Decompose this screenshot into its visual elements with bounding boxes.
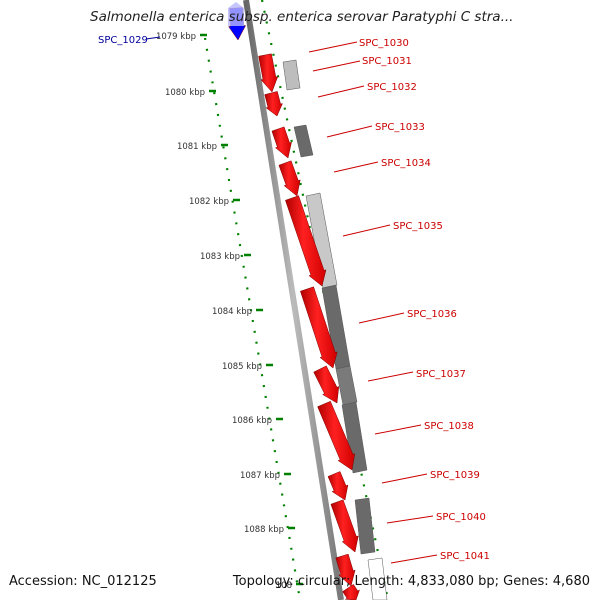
gene-label-spc-1031[interactable]: SPC_1031 xyxy=(312,56,412,72)
gene-arrow[interactable] xyxy=(313,365,340,404)
gene-label-spc-1035[interactable]: SPC_1035 xyxy=(342,221,443,237)
gene-label-text: SPC_1039 xyxy=(430,470,480,481)
tick-label: 1079 kbp xyxy=(156,32,196,42)
gene-label-text: SPC_1041 xyxy=(440,551,490,562)
ruler-tick: 1079 kbp xyxy=(156,32,207,42)
gene-label-text: SPC_1034 xyxy=(381,158,431,169)
gene-label-text: SPC_1035 xyxy=(393,221,443,232)
gene-highlight xyxy=(228,2,244,26)
gene-label-text: SPC_1040 xyxy=(436,512,486,523)
ruler-tick: 1082 kbp xyxy=(189,197,240,207)
leader-line xyxy=(367,371,414,382)
sequence-backbone xyxy=(243,0,344,600)
ruler-tick: 1085 kbp xyxy=(222,362,273,372)
gene-arrow[interactable] xyxy=(264,91,283,117)
tick-label: 108 xyxy=(276,581,292,591)
gene-arrow[interactable] xyxy=(271,126,292,159)
tick-label: 1083 kbp xyxy=(200,252,240,262)
genome-title: Salmonella enterica subsp. enterica sero… xyxy=(90,9,514,25)
gene-label-spc-1034[interactable]: SPC_1034 xyxy=(333,158,431,173)
gene-arrow[interactable] xyxy=(258,53,279,93)
tick-label: 1088 kbp xyxy=(244,525,284,535)
leader-line xyxy=(381,473,428,484)
gene-arrow[interactable] xyxy=(330,499,359,553)
gene-label-text: SPC_1033 xyxy=(375,122,425,133)
leader-line xyxy=(145,36,161,40)
leader-line xyxy=(374,424,422,435)
leader-line xyxy=(342,224,391,237)
tick-label: 1086 kbp xyxy=(232,416,272,426)
leader-line xyxy=(386,515,434,524)
ruler-tick: 1083 kbp xyxy=(200,252,251,262)
gene-arrow[interactable] xyxy=(285,195,327,287)
ruler-tick: 1088 kbp xyxy=(244,525,295,535)
gene-block-reverse xyxy=(335,365,358,406)
leader-line xyxy=(358,312,405,324)
gene-block-reverse xyxy=(282,59,301,91)
gene-label-spc-1029[interactable]: SPC_1029 xyxy=(98,35,161,46)
ruler-tick: 1086 kbp xyxy=(232,416,283,426)
track-line xyxy=(203,37,302,600)
leader-line xyxy=(312,60,361,72)
gene-label-text: SPC_1029 xyxy=(98,35,148,46)
gene-label-spc-1032[interactable]: SPC_1032 xyxy=(317,82,417,98)
gene-block-reverse xyxy=(354,497,376,555)
ruler-tick: 1081 kbp xyxy=(177,142,228,152)
tick-label: 1085 kbp xyxy=(222,362,262,372)
gene-label-text: SPC_1032 xyxy=(367,82,417,93)
gene-label-spc-1037[interactable]: SPC_1037 xyxy=(367,369,466,382)
tick-label: 1080 kbp xyxy=(165,88,205,98)
gene-arrow[interactable] xyxy=(278,160,301,197)
gene-label-text: SPC_1030 xyxy=(359,38,409,49)
gene-label-spc-1041[interactable]: SPC_1041 xyxy=(390,551,490,564)
tick-label: 1082 kbp xyxy=(189,197,229,207)
gene-block-reverse xyxy=(367,557,388,600)
gene-label-spc-1036[interactable]: SPC_1036 xyxy=(358,309,457,324)
leader-line xyxy=(333,161,379,173)
gene-label-spc-1039[interactable]: SPC_1039 xyxy=(381,470,480,484)
accession-label: Accession: NC_012125 xyxy=(9,574,157,589)
gene-label-text: SPC_1031 xyxy=(362,56,412,67)
gene-arrow[interactable] xyxy=(342,584,360,600)
gene-label-text: SPC_1036 xyxy=(407,309,457,320)
gene-label-spc-1033[interactable]: SPC_1033 xyxy=(326,122,425,138)
gene-arrow[interactable] xyxy=(317,400,356,471)
gene-label-spc-1040[interactable]: SPC_1040 xyxy=(386,512,486,524)
topology-summary: Topology: circular; Length: 4,833,080 bp… xyxy=(232,574,590,589)
gene-label-spc-1030[interactable]: SPC_1030 xyxy=(308,38,409,53)
gene-label-text: SPC_1038 xyxy=(424,421,474,432)
gene-label-text: SPC_1037 xyxy=(416,369,466,380)
tick-label: 1081 kbp xyxy=(177,142,217,152)
leader-line xyxy=(326,125,373,138)
gene-arrow[interactable] xyxy=(300,286,338,369)
tick-label: 1087 kbp xyxy=(240,471,280,481)
tick-label: 1084 kbp xyxy=(212,307,252,317)
gene-label-spc-1038[interactable]: SPC_1038 xyxy=(374,421,474,435)
ruler-tick: 1087 kbp xyxy=(240,471,291,481)
gene-block-reverse xyxy=(293,124,314,158)
leader-line xyxy=(308,41,358,53)
ruler-tick: 1084 kbp xyxy=(212,307,263,317)
gene-arrow[interactable] xyxy=(327,471,349,501)
ruler-tick: 108 xyxy=(276,581,303,591)
leader-line xyxy=(390,554,438,564)
ruler-tick: 1080 kbp xyxy=(165,88,216,98)
leader-line xyxy=(317,85,365,98)
gene-arrow[interactable] xyxy=(335,553,356,587)
